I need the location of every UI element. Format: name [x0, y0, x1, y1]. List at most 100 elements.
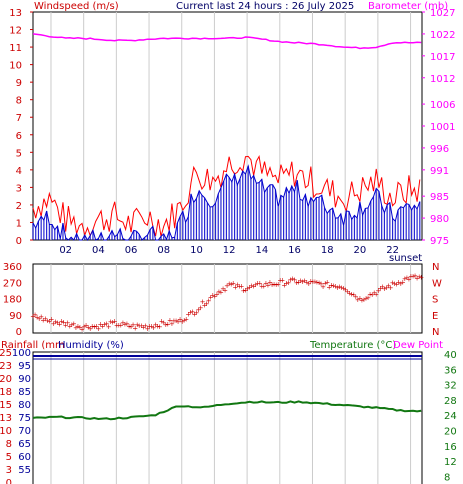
direction-point: + [330, 282, 336, 290]
wind-left-tick: 3 [16, 183, 22, 194]
direction-point: + [236, 282, 242, 290]
temperature-tick: 28 [444, 396, 457, 407]
direction-point: + [189, 308, 195, 316]
hour-tick-label: 12 [223, 245, 236, 256]
direction-point: + [206, 297, 212, 305]
direction-point: + [155, 322, 161, 330]
direction-point: + [198, 304, 204, 312]
rain-tick: 23 [0, 361, 12, 372]
wind-left-tick: 6 [16, 131, 22, 142]
temperature-tick: 36 [444, 365, 457, 376]
direction-point: + [300, 278, 306, 286]
wind-left-tick: 2 [16, 201, 22, 212]
rain-tick: 8 [6, 439, 12, 450]
direction-point: + [357, 294, 363, 302]
temperature-tick: 16 [444, 442, 457, 453]
direction-point: + [97, 321, 103, 329]
wind-right-tick: 980 [430, 214, 449, 225]
direction-point: + [351, 291, 357, 299]
direction-point: + [61, 318, 67, 326]
direction-point: + [312, 278, 318, 286]
direction-right-tick: N [432, 327, 439, 338]
direction-point: + [373, 291, 379, 299]
wind-left-tick: 13 [9, 8, 22, 19]
direction-point: + [304, 278, 310, 286]
direction-point: + [269, 281, 275, 289]
direction-point: + [247, 284, 253, 292]
humidity-tick: 90 [18, 374, 31, 385]
direction-point: + [255, 279, 261, 287]
direction-point: + [412, 272, 418, 280]
direction-point: + [402, 275, 408, 283]
direction-point: + [46, 317, 52, 325]
direction-point: + [238, 283, 244, 291]
humidity-tick: 55 [18, 465, 31, 476]
wind-left-tick: 12 [9, 26, 22, 37]
direction-point: + [161, 319, 167, 327]
direction-point: + [398, 280, 404, 288]
humidity-tick: 60 [18, 452, 31, 463]
direction-point: + [365, 294, 371, 302]
temperature-tick: 32 [444, 381, 457, 392]
direction-point: + [93, 322, 99, 330]
direction-point: + [240, 287, 246, 295]
direction-point: + [142, 322, 148, 330]
direction-point: + [375, 287, 381, 295]
direction-point: + [91, 323, 97, 331]
direction-right-tick: W [432, 278, 442, 289]
windspeed-avg-line [32, 164, 421, 241]
direction-point: + [53, 318, 59, 326]
direction-point: + [410, 273, 416, 281]
direction-point: + [179, 318, 185, 326]
humidity-tick: 85 [18, 387, 31, 398]
temperature-tick: 8 [444, 472, 450, 483]
direction-point: + [337, 283, 343, 291]
hour-tick-label: 16 [288, 245, 301, 256]
direction-point: + [34, 313, 40, 321]
direction-point: + [379, 283, 385, 291]
wind-left-tick: 4 [16, 166, 22, 177]
wind-left-tick: 9 [16, 78, 22, 89]
direction-point: + [153, 321, 159, 329]
direction-point: + [132, 324, 138, 332]
direction-point: + [261, 283, 267, 291]
direction-point: + [218, 289, 224, 297]
direction-point: + [212, 293, 218, 301]
humidity-tick: 70 [18, 426, 31, 437]
wind-left-tick: 1 [16, 218, 22, 229]
direction-point: + [75, 322, 81, 330]
direction-point: + [104, 320, 110, 328]
direction-point: + [324, 278, 330, 286]
direction-point: + [65, 319, 71, 327]
direction-point: + [57, 320, 63, 328]
direction-point: + [259, 283, 265, 291]
temperature-tick: 20 [444, 426, 457, 437]
direction-point: + [171, 317, 177, 325]
direction-point: + [116, 322, 122, 330]
direction-point: + [163, 321, 169, 329]
direction-point: + [249, 282, 255, 290]
direction-point: + [100, 322, 106, 330]
direction-point: + [144, 325, 150, 333]
direction-point: + [283, 279, 289, 287]
direction-point: + [414, 275, 420, 283]
direction-point: + [185, 310, 191, 318]
hour-tick-label: 02 [59, 245, 72, 256]
direction-point: + [173, 317, 179, 325]
direction-point: + [59, 318, 65, 326]
direction-point: + [290, 275, 296, 283]
direction-left-tick: 360 [3, 262, 22, 273]
direction-point: + [130, 321, 136, 329]
direction-point: + [196, 306, 202, 314]
direction-point: + [216, 288, 222, 296]
hour-tick-label: 08 [157, 245, 170, 256]
direction-left-tick: 90 [9, 311, 22, 322]
direction-point: + [392, 280, 398, 288]
wind-right-tick: 991 [430, 166, 449, 177]
direction-point: + [416, 273, 422, 281]
wind-right-tick: 1017 [430, 52, 455, 63]
rain-tick: 10 [0, 426, 12, 437]
direction-point: + [63, 321, 69, 329]
direction-point: + [275, 280, 281, 288]
wind-right-tick: 996 [430, 144, 449, 155]
